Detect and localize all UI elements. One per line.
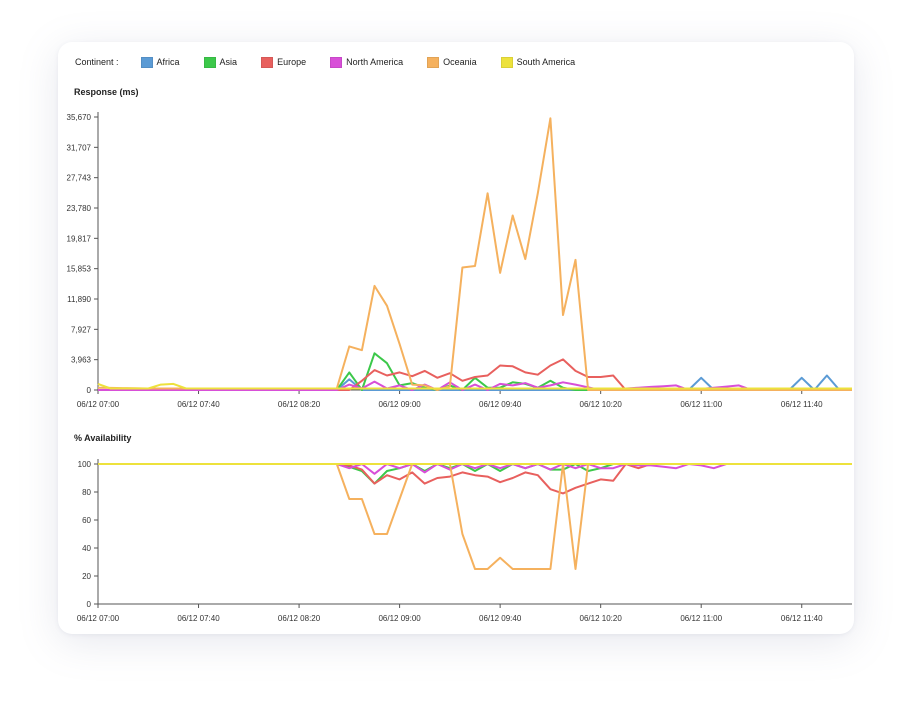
legend-label: Asia [219, 57, 238, 67]
response-x-tick-label: 06/12 10:20 [580, 400, 623, 409]
availability-y-tick-label: 100 [78, 460, 92, 469]
response-x-tick-label: 06/12 08:20 [278, 400, 321, 409]
response-x-tick-label: 06/12 09:40 [479, 400, 522, 409]
response-chart-title: Response (ms) [74, 87, 139, 97]
legend-swatch-north-america [330, 56, 343, 68]
response-y-tick-label: 23,780 [67, 204, 92, 213]
legend-swatch-asia [203, 56, 216, 68]
availability-x-tick-label: 06/12 11:40 [781, 614, 823, 623]
availability-x-tick-label: 06/12 07:00 [77, 614, 120, 623]
response-y-tick-label: 15,853 [67, 265, 92, 274]
legend-label: South America [516, 57, 576, 67]
availability-x-tick-label: 06/12 07:40 [177, 614, 220, 623]
response-y-tick-label: 11,890 [67, 295, 91, 304]
legend: Continent : Africa Asia Europe North Ame… [75, 55, 599, 69]
response-series-oceania [97, 117, 852, 391]
response-y-tick-label: 27,743 [67, 174, 92, 183]
legend-label: Europe [277, 57, 307, 67]
response-y-tick-label: 35,670 [67, 113, 92, 122]
response-series-south-america [97, 382, 852, 390]
response-series-north-america [98, 380, 852, 391]
legend-swatch-europe [261, 56, 274, 68]
availability-chart-title: % Availability [74, 433, 132, 443]
availability-series-north-america [98, 463, 852, 475]
response-x-tick-label: 06/12 07:00 [77, 400, 120, 409]
legend-item-asia[interactable]: Asia [203, 56, 238, 68]
availability-y-tick-label: 60 [82, 516, 91, 525]
availability-x-tick-label: 06/12 09:00 [378, 614, 421, 623]
response-y-tick-label: 3,963 [71, 356, 92, 365]
legend-swatch-africa [140, 56, 153, 68]
response-y-tick-label: 19,817 [67, 234, 92, 243]
availability-y-tick-label: 80 [82, 488, 91, 497]
availability-x-tick-label: 06/12 10:20 [580, 614, 623, 623]
legend-label: Oceania [443, 57, 477, 67]
legend-item-south-america[interactable]: South America [500, 56, 576, 68]
response-y-tick-label: 0 [87, 386, 92, 395]
availability-series-asia [98, 463, 852, 485]
response-x-tick-label: 06/12 11:40 [781, 400, 823, 409]
availability-x-tick-label: 06/12 08:20 [278, 614, 321, 623]
availability-x-tick-label: 06/12 11:00 [680, 614, 722, 623]
chart-card [58, 42, 854, 634]
availability-series-oceania [98, 463, 852, 570]
legend-swatch-oceania [427, 56, 440, 68]
legend-label: Africa [156, 57, 180, 67]
availability-y-tick-label: 20 [82, 572, 91, 581]
availability-y-tick-label: 40 [82, 544, 91, 553]
availability-x-tick-label: 06/12 09:40 [479, 614, 522, 623]
legend-title: Continent : [75, 57, 119, 67]
response-y-tick-label: 7,927 [71, 325, 92, 334]
availability-y-tick-label: 0 [87, 600, 92, 609]
response-y-tick-label: 31,707 [67, 143, 92, 152]
legend-item-europe[interactable]: Europe [261, 56, 307, 68]
legend-item-north-america[interactable]: North America [330, 56, 404, 68]
legend-label: North America [346, 57, 404, 67]
legend-swatch-south-america [500, 56, 513, 68]
response-x-tick-label: 06/12 07:40 [177, 400, 220, 409]
legend-item-oceania[interactable]: Oceania [427, 56, 477, 68]
response-x-tick-label: 06/12 11:00 [680, 400, 722, 409]
legend-item-africa[interactable]: Africa [140, 56, 180, 68]
response-x-tick-label: 06/12 09:00 [378, 400, 421, 409]
